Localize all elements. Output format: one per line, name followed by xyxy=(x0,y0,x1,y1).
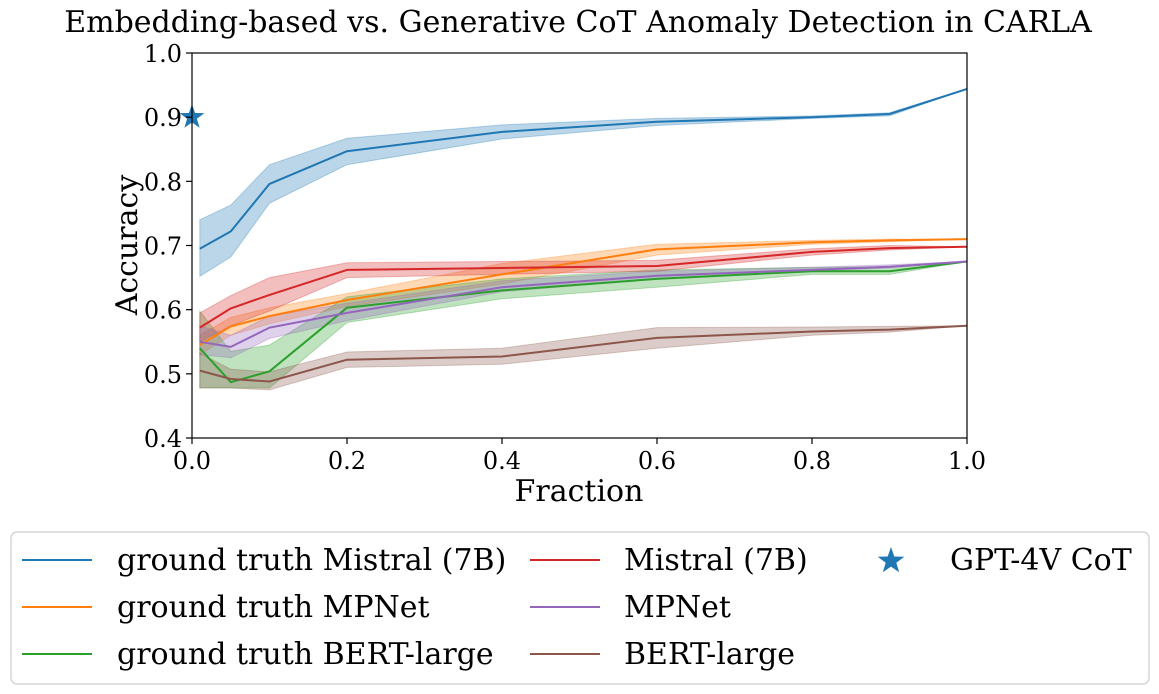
point-mistral-7b-5 xyxy=(656,265,657,266)
legend-label-ground-truth-mistral-7b: ground truth Mistral (7B) xyxy=(117,543,506,578)
point-mpnet-5 xyxy=(656,275,657,276)
point-ground-truth-mistral-7b-1 xyxy=(230,231,231,232)
legend-label-ground-truth-mpnet: ground truth MPNet xyxy=(117,590,430,625)
line-mpnet xyxy=(199,260,968,348)
point-ground-truth-mistral-7b-2 xyxy=(269,183,270,184)
legend-swatch-gpt-4v-cot xyxy=(877,547,905,573)
point-bert-large-2 xyxy=(269,381,270,382)
point-ground-truth-mpnet-4 xyxy=(501,274,502,275)
point-bert-large-5 xyxy=(656,337,657,338)
y-tick-label: 1.0 xyxy=(144,40,182,68)
legend-label-bert-large: BERT-large xyxy=(624,637,795,672)
point-ground-truth-mistral-7b-5 xyxy=(656,121,657,122)
point-ground-truth-mpnet-2 xyxy=(269,316,270,317)
point-bert-large-4 xyxy=(501,356,502,357)
legend-label-ground-truth-bert-large: ground truth BERT-large xyxy=(117,637,494,672)
point-ground-truth-mistral-7b-4 xyxy=(501,131,502,132)
point-ground-truth-mpnet-7 xyxy=(889,240,890,241)
line-ground-truth-bert-large xyxy=(199,260,968,384)
line-bert-large xyxy=(199,324,968,383)
point-mistral-7b-6 xyxy=(811,251,812,252)
point-ground-truth-mistral-7b-0 xyxy=(199,248,200,249)
point-ground-truth-mpnet-0 xyxy=(199,344,200,345)
y-tick-label: 0.9 xyxy=(144,104,182,132)
plot-frame xyxy=(191,52,968,439)
point-ground-truth-mpnet-1 xyxy=(230,326,231,327)
series-lines xyxy=(199,87,968,384)
point-mpnet-1 xyxy=(230,346,231,347)
point-ground-truth-bert-large-4 xyxy=(501,290,502,291)
chart-title: Embedding-based vs. Generative CoT Anoma… xyxy=(64,5,1092,40)
y-tick-label: 0.5 xyxy=(144,361,182,389)
point-ground-truth-bert-large-1 xyxy=(230,382,231,383)
y-tick-label: 0.8 xyxy=(144,168,182,196)
point-bert-large-6 xyxy=(811,331,812,332)
y-tick-label: 0.4 xyxy=(144,425,182,453)
point-ground-truth-bert-large-2 xyxy=(269,371,270,372)
x-tick-label: 0.6 xyxy=(638,447,676,475)
point-ground-truth-mpnet-6 xyxy=(811,242,812,243)
y-tick-label: 0.7 xyxy=(144,233,182,261)
point-ground-truth-bert-large-3 xyxy=(346,307,347,308)
point-bert-large-3 xyxy=(346,359,347,360)
point-ground-truth-bert-large-5 xyxy=(656,278,657,279)
band-bert-large xyxy=(199,325,968,391)
x-axis-ticks: 0.0 0.2 0.4 0.6 0.8 1.0 xyxy=(173,438,986,475)
point-mpnet-3 xyxy=(346,312,347,313)
point-mpnet-4 xyxy=(501,287,502,288)
legend: ground truth Mistral (7B) ground truth MP… xyxy=(10,531,1150,685)
point-mistral-7b-4 xyxy=(501,267,502,268)
point-bert-large-1 xyxy=(230,378,231,379)
point-mistral-7b-2 xyxy=(269,294,270,295)
point-ground-truth-mistral-7b-3 xyxy=(346,151,347,152)
line-ground-truth-mistral-7b xyxy=(199,87,968,250)
x-tick-label: 0.4 xyxy=(483,447,521,475)
point-mpnet-2 xyxy=(269,327,270,328)
point-ground-truth-mistral-7b-6 xyxy=(811,117,812,118)
x-tick-label: 0.2 xyxy=(328,447,366,475)
point-mistral-7b-1 xyxy=(230,308,231,309)
x-tick-label: 1.0 xyxy=(948,447,986,475)
y-axis-label: Accuracy xyxy=(110,175,145,317)
point-mistral-7b-0 xyxy=(199,327,200,328)
point-mpnet-7 xyxy=(889,266,890,267)
point-bert-large-0 xyxy=(199,370,200,371)
line-mistral-7b xyxy=(199,245,968,329)
x-tick-label: 0.0 xyxy=(173,447,211,475)
point-ground-truth-bert-large-0 xyxy=(199,348,200,349)
point-ground-truth-bert-large-7 xyxy=(889,271,890,272)
point-mistral-7b-7 xyxy=(889,248,890,249)
confidence-bands xyxy=(199,88,968,391)
x-tick-label: 0.8 xyxy=(793,447,831,475)
legend-label-gpt-4v-cot: GPT-4V CoT xyxy=(950,543,1132,578)
point-mpnet-0 xyxy=(199,341,200,342)
point-mpnet-6 xyxy=(811,269,812,270)
line-ground-truth-mpnet xyxy=(199,238,968,346)
legend-label-mpnet: MPNet xyxy=(624,590,731,625)
point-ground-truth-mpnet-5 xyxy=(656,249,657,250)
point-ground-truth-mpnet-3 xyxy=(346,299,347,300)
legend-label-mistral-7b: Mistral (7B) xyxy=(624,543,808,578)
point-bert-large-7 xyxy=(889,329,890,330)
x-axis-label: Fraction xyxy=(515,474,644,509)
y-axis-ticks: 0.4 0.5 0.6 0.7 0.8 0.9 1.0 xyxy=(144,40,192,453)
y-tick-label: 0.6 xyxy=(144,297,182,325)
point-ground-truth-mistral-7b-7 xyxy=(889,113,890,114)
point-mistral-7b-3 xyxy=(346,269,347,270)
